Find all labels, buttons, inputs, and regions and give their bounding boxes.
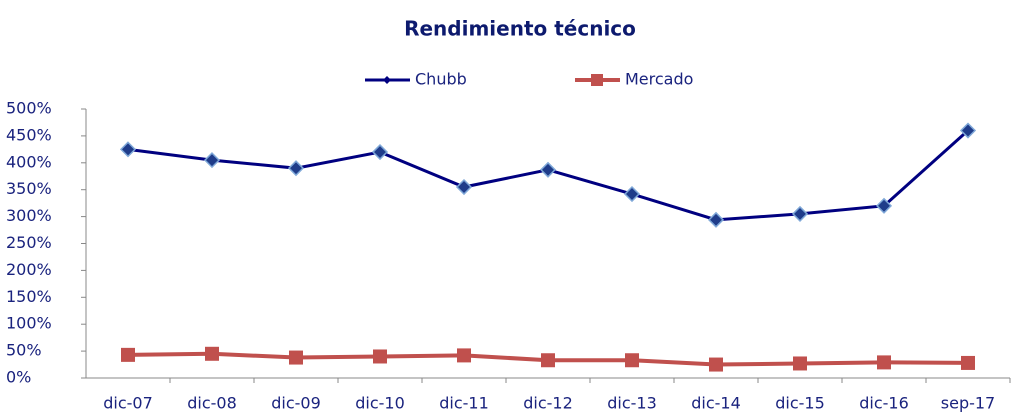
marker bbox=[203, 152, 221, 169]
marker bbox=[709, 357, 723, 372]
marker bbox=[959, 122, 977, 139]
marker bbox=[119, 141, 137, 158]
x-tick-label: dic-11 bbox=[439, 394, 489, 412]
marker bbox=[961, 355, 975, 370]
legend-label: Mercado bbox=[625, 70, 693, 89]
x-tick-label: dic-07 bbox=[103, 394, 153, 412]
x-tick-label: dic-16 bbox=[859, 394, 909, 412]
marker bbox=[625, 353, 639, 368]
marker bbox=[455, 178, 473, 196]
marker bbox=[707, 211, 725, 228]
marker bbox=[287, 160, 305, 177]
x-tick-label: sep-17 bbox=[941, 394, 995, 412]
marker bbox=[877, 355, 891, 370]
y-tick-label: 350% bbox=[6, 179, 52, 198]
marker bbox=[875, 197, 893, 214]
marker bbox=[457, 348, 471, 363]
y-tick-label: 250% bbox=[6, 233, 52, 252]
x-tick-label: dic-13 bbox=[607, 394, 657, 412]
x-tick-label: dic-08 bbox=[187, 394, 237, 412]
marker bbox=[121, 347, 135, 362]
marker bbox=[373, 349, 387, 364]
x-tick-label: dic-14 bbox=[691, 394, 741, 412]
marker bbox=[371, 143, 389, 161]
y-tick-label: 450% bbox=[6, 125, 52, 144]
marker bbox=[793, 356, 807, 371]
marker bbox=[541, 353, 555, 368]
x-tick-label: dic-12 bbox=[523, 394, 573, 412]
marker bbox=[539, 161, 557, 178]
legend-marker bbox=[591, 74, 603, 86]
y-tick-label: 150% bbox=[6, 287, 52, 306]
y-tick-label: 400% bbox=[6, 152, 52, 171]
y-tick-label: 500% bbox=[6, 99, 52, 118]
chart-title: Rendimiento técnico bbox=[404, 17, 636, 41]
marker bbox=[289, 350, 303, 365]
marker bbox=[791, 205, 809, 222]
y-tick-label: 0% bbox=[6, 368, 31, 387]
y-tick-label: 100% bbox=[6, 314, 52, 333]
legend-label: Chubb bbox=[415, 70, 467, 89]
y-tick-label: 50% bbox=[6, 341, 42, 360]
y-tick-label: 200% bbox=[6, 260, 52, 279]
marker bbox=[623, 185, 641, 203]
x-tick-label: dic-09 bbox=[271, 394, 321, 412]
marker bbox=[205, 346, 219, 361]
y-tick-label: 300% bbox=[6, 206, 52, 225]
x-tick-label: dic-15 bbox=[775, 394, 825, 412]
x-tick-label: dic-10 bbox=[355, 394, 405, 412]
legend-marker bbox=[383, 76, 391, 84]
